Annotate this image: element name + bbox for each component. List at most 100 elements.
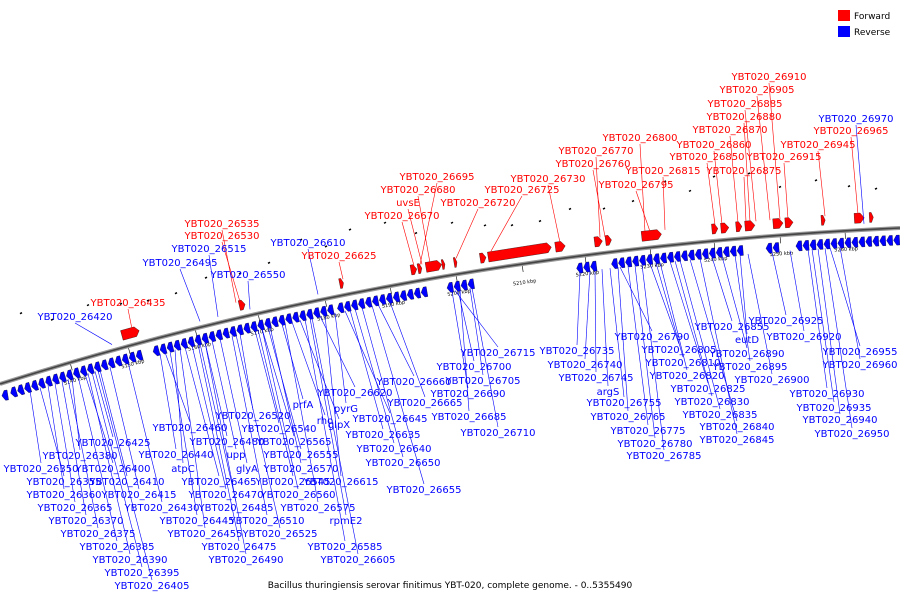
forward-gene [453, 257, 458, 268]
forward-gene-label: YBT020_26670 [364, 211, 440, 222]
reverse-gene [576, 262, 584, 274]
reverse-gene [52, 373, 60, 385]
reverse-gene [590, 260, 598, 272]
reverse-gene-label: YBT020_26400 [75, 464, 151, 475]
gene-arrow [313, 307, 321, 319]
reverse-gene-label: YBT020_26440 [138, 450, 214, 461]
forward-gene [735, 221, 743, 233]
reverse-gene-label: eutD [735, 335, 759, 346]
reverse-gene [313, 307, 321, 319]
reverse-gene-label: YBT020_26930 [789, 389, 865, 400]
forward-gene-label: YBT020_26965 [813, 126, 889, 137]
reverse-gene-label: YBT020_26545 [255, 477, 331, 488]
label-connector [54, 382, 76, 503]
reverse-gene-label: YBT020_26510 [229, 516, 305, 527]
gene-arrow [872, 235, 880, 247]
reverse-gene-label: pyrG [334, 404, 358, 415]
gene-arrow [222, 327, 231, 339]
gene-arrow [208, 331, 217, 342]
reverse-gene [837, 237, 845, 249]
strand-marker [267, 261, 271, 264]
gene-arrow [122, 353, 130, 365]
reverse-gene [257, 319, 265, 331]
gene-arrow [823, 238, 831, 250]
gene-arrow [640, 229, 662, 242]
label-connector [824, 248, 853, 429]
label-connector [584, 270, 591, 360]
reverse-gene [674, 251, 681, 262]
forward-gene [409, 264, 417, 276]
gene-arrow [1, 389, 9, 401]
reverse-gene [159, 343, 168, 355]
forward-gene [593, 236, 603, 248]
gene-arrow [338, 278, 344, 289]
reverse-gene [135, 349, 144, 361]
gene-arrow [667, 251, 674, 263]
reverse-gene-label: YBT020_26690 [430, 389, 506, 400]
reverse-gene [695, 249, 702, 260]
forward-gene-label: YBT020_26535 [184, 219, 260, 230]
label-connector [74, 322, 113, 345]
reverse-gene [400, 290, 408, 301]
reverse-gene-label: YBT020_26610 [270, 238, 346, 249]
gene-arrow [604, 235, 612, 246]
strand-marker [383, 221, 387, 224]
gene-arrow [115, 355, 123, 367]
reverse-gene [122, 353, 130, 365]
legend-forward-label: Forward [854, 12, 890, 22]
label-connector [349, 309, 384, 430]
gene-arrow [173, 339, 182, 351]
reverse-gene-label: glpX [328, 420, 350, 431]
label-connector [419, 182, 438, 265]
forward-gene-label: YBT020_26850 [669, 152, 745, 163]
gene-arrow [409, 264, 417, 276]
label-connector [389, 302, 426, 398]
reverse-gene-label: YBT020_26465 [181, 477, 257, 488]
gene-arrow [820, 215, 826, 226]
label-connector [39, 387, 65, 477]
reverse-gene-label: YBT020_26455 [167, 529, 243, 540]
gene-arrow [271, 316, 279, 328]
reverse-gene-label: YBT020_26830 [674, 397, 750, 408]
gene-arrow [765, 242, 773, 254]
label-connector [662, 176, 666, 230]
gene-arrow [802, 240, 810, 251]
gene-arrow [701, 248, 709, 259]
reverse-gene-label: YBT020_26525 [242, 529, 318, 540]
kbp-tick-label: 5210 kbp [513, 278, 537, 287]
strand-marker [510, 224, 514, 227]
reverse-gene-label: YBT020_26780 [617, 439, 693, 450]
label-connector [239, 333, 254, 411]
reverse-gene [344, 300, 352, 312]
gene-arrow [879, 235, 887, 246]
forward-gene [554, 241, 566, 253]
forward-gene-label: YBT020_26875 [706, 166, 782, 177]
reverse-gene [101, 359, 109, 371]
genome-title: Bacillus thuringiensis serovar finitimus… [268, 581, 633, 591]
label-connector [743, 122, 751, 222]
gene-arrow [52, 373, 60, 385]
gene-arrow [729, 245, 737, 257]
forward-gene-label: YBT020_26800 [602, 133, 678, 144]
gene-arrow [393, 291, 401, 303]
reverse-gene [460, 279, 468, 291]
gene-arrow [45, 375, 53, 387]
label-connector [729, 135, 739, 223]
strand-marker [778, 185, 782, 189]
label-connector [361, 307, 404, 458]
label-connector [179, 348, 206, 529]
gene-arrow [611, 258, 619, 269]
reverse-gene [765, 242, 773, 254]
gene-arrow [80, 365, 88, 377]
reverse-gene [59, 371, 67, 383]
reverse-gene-label: YBT020_26360 [26, 490, 102, 501]
reverse-gene-label: YBT020_26420 [37, 312, 113, 323]
gene-arrow [135, 349, 144, 361]
label-connector [649, 263, 680, 345]
forward-gene-label: YBT020_26910 [731, 72, 807, 83]
reverse-gene-label: YBT020_26810 [645, 358, 721, 369]
label-connectors [29, 82, 865, 581]
reverse-gene [10, 386, 19, 398]
gene-arrow [420, 286, 429, 298]
reverse-gene-label: YBT020_26655 [386, 485, 462, 496]
